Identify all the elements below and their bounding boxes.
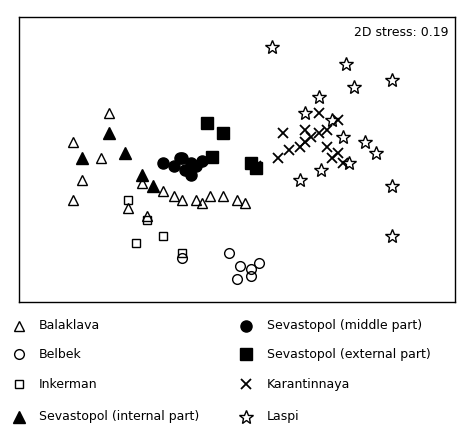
Text: Belbek: Belbek xyxy=(39,348,82,361)
Text: Sevastopol (external part): Sevastopol (external part) xyxy=(266,348,430,361)
Text: Balaklava: Balaklava xyxy=(39,319,100,332)
Text: Inkerman: Inkerman xyxy=(39,378,98,391)
Text: Laspi: Laspi xyxy=(266,410,299,423)
Text: Sevastopol (internal part): Sevastopol (internal part) xyxy=(39,410,199,423)
Text: Karantinnaya: Karantinnaya xyxy=(266,378,350,391)
Text: 2D stress: 0.19: 2D stress: 0.19 xyxy=(354,26,448,39)
Text: Sevastopol (middle part): Sevastopol (middle part) xyxy=(266,319,422,332)
